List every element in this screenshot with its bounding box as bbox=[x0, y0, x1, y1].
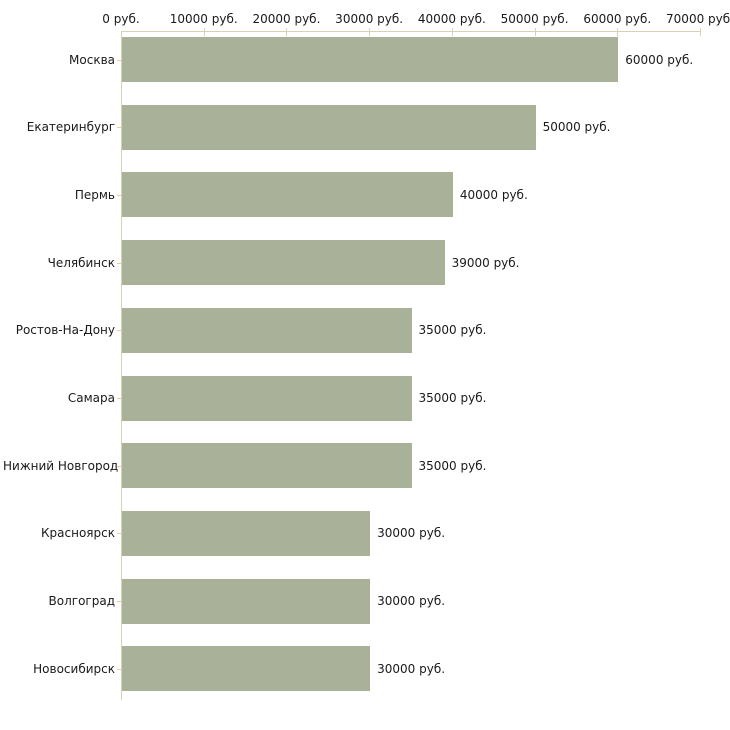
category-label: Пермь bbox=[74, 187, 115, 202]
y-tick-mark bbox=[117, 668, 122, 670]
value-label: 30000 руб. bbox=[377, 661, 446, 676]
category-label: Волгоград bbox=[48, 594, 115, 609]
y-tick-mark bbox=[117, 262, 122, 264]
bar bbox=[122, 375, 412, 421]
x-tick-label: 70000 руб. bbox=[666, 12, 730, 26]
y-tick-mark bbox=[117, 533, 122, 535]
x-axis-line bbox=[121, 31, 701, 32]
category-label: Нижний Новгород bbox=[3, 458, 119, 473]
x-tick-mark bbox=[369, 28, 371, 36]
x-tick-label: 30000 руб. bbox=[335, 12, 404, 26]
x-tick-mark bbox=[534, 28, 536, 36]
y-tick-mark bbox=[117, 59, 122, 61]
y-tick-mark bbox=[117, 465, 122, 467]
x-tick-label: 20000 руб. bbox=[252, 12, 321, 26]
x-tick-label: 40000 руб. bbox=[417, 12, 486, 26]
bar bbox=[122, 172, 453, 218]
x-tick-mark bbox=[700, 28, 701, 36]
value-label: 35000 руб. bbox=[418, 391, 487, 405]
value-label: 35000 руб. bbox=[418, 323, 487, 338]
x-tick-mark bbox=[286, 28, 288, 36]
category-label: Новосибирск bbox=[33, 661, 115, 676]
value-label: 30000 руб. bbox=[377, 594, 446, 609]
bar bbox=[122, 37, 619, 82]
bar bbox=[122, 443, 412, 489]
bar bbox=[122, 104, 536, 150]
y-tick-mark bbox=[117, 127, 122, 129]
category-label: Самара bbox=[67, 391, 115, 405]
value-label: 50000 руб. bbox=[542, 120, 611, 135]
value-label: 60000 руб. bbox=[625, 52, 694, 67]
y-axis-line bbox=[121, 31, 122, 700]
category-label: Челябинск bbox=[47, 255, 115, 270]
bar bbox=[122, 578, 371, 624]
bar bbox=[122, 646, 371, 692]
x-tick-mark bbox=[203, 28, 205, 36]
bar bbox=[122, 240, 445, 286]
bar bbox=[122, 307, 412, 353]
x-tick-label: 60000 руб. bbox=[583, 12, 652, 26]
x-tick-label: 50000 руб. bbox=[500, 12, 569, 26]
x-tick-mark bbox=[617, 28, 619, 36]
value-label: 30000 руб. bbox=[377, 526, 446, 541]
value-label: 39000 руб. bbox=[451, 255, 520, 270]
category-label: Красноярск bbox=[41, 526, 115, 541]
category-label: Екатеринбург bbox=[26, 120, 115, 135]
y-tick-mark bbox=[117, 601, 122, 603]
category-label: Ростов-На-Дону bbox=[15, 323, 115, 338]
category-label: Москва bbox=[69, 52, 115, 67]
value-label: 40000 руб. bbox=[459, 187, 528, 202]
x-tick-label: 10000 руб. bbox=[169, 12, 238, 26]
value-label: 35000 руб. bbox=[418, 458, 487, 473]
x-tick-mark bbox=[451, 28, 453, 36]
y-tick-mark bbox=[117, 330, 122, 332]
y-tick-mark bbox=[117, 194, 122, 196]
y-tick-mark bbox=[117, 398, 122, 399]
bar bbox=[122, 510, 371, 556]
x-tick-label: 0 руб. bbox=[102, 12, 140, 26]
